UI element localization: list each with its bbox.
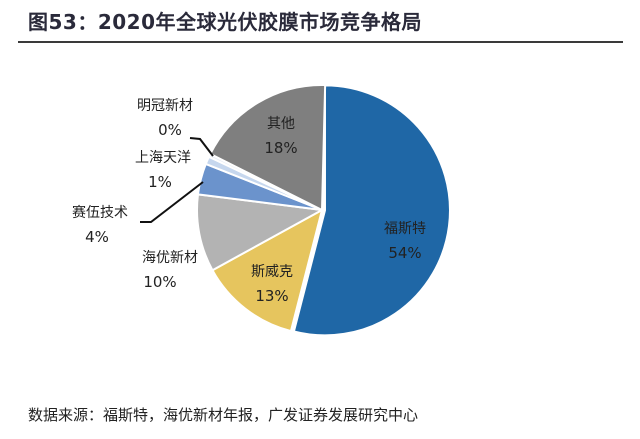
slice-value-label: 13% (255, 287, 288, 305)
slice-value-label: 4% (85, 228, 109, 246)
leader-line-saiwu (140, 181, 204, 223)
pie-slice-6 (208, 84, 327, 212)
slice-value-label: 1% (148, 173, 172, 191)
pie-slice-1 (211, 208, 324, 333)
slice-name-label: 福斯特 (384, 221, 426, 237)
pie-slice-0 (292, 84, 451, 337)
data-source: 数据来源：福斯特，海优新材年报，广发证券发展研究中心 (28, 406, 419, 424)
pie-chart: 福斯特 54% 斯威克 13% 海优新材 10% 赛伍技术 4% 上海天洋 1% 明冠新材 0% 其他 1… (72, 84, 451, 337)
slice-value-label: 0% (158, 121, 182, 139)
slice-name-label: 明冠新材 (137, 98, 193, 114)
slice-value-label: 10% (143, 273, 176, 291)
figure-title: 图53：2020年全球光伏胶膜市场竞争格局 (28, 10, 422, 34)
slice-name-label: 其他 (267, 116, 295, 132)
slice-name-label: 斯威克 (251, 264, 293, 280)
leader-line-mingguan (189, 137, 214, 157)
slice-name-label: 赛伍技术 (72, 205, 128, 221)
pie-slice-2 (196, 193, 326, 272)
slice-name-label: 海优新材 (142, 250, 198, 266)
slice-value-label: 54% (388, 244, 421, 262)
slice-value-label: 18% (264, 139, 297, 157)
slice-name-label: 上海天洋 (135, 150, 191, 166)
title-divider (18, 41, 623, 43)
